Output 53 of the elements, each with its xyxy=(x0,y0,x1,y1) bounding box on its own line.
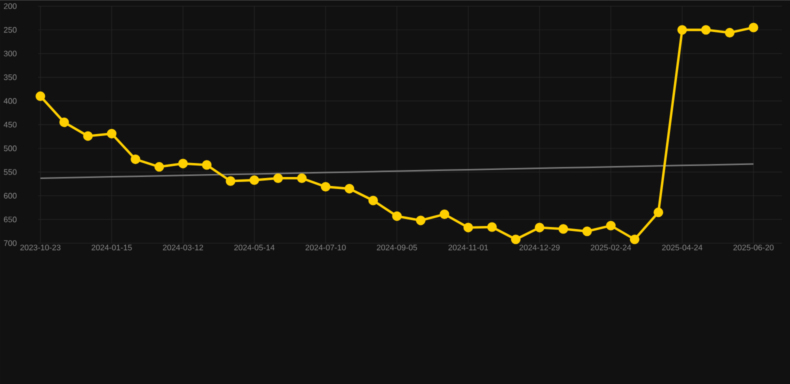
y-tick-label: 300 xyxy=(4,50,17,56)
point xyxy=(606,220,616,230)
point xyxy=(724,28,735,38)
point xyxy=(178,158,188,168)
point xyxy=(59,117,69,128)
point xyxy=(106,128,116,138)
point xyxy=(368,196,378,206)
y-tick-label: 400 xyxy=(4,98,17,104)
x-tick-label: 2024-07-10 xyxy=(306,244,346,250)
point xyxy=(677,24,687,35)
point xyxy=(558,224,568,234)
point xyxy=(344,184,354,194)
point xyxy=(154,162,164,172)
y-tick-label: 550 xyxy=(4,169,17,175)
point xyxy=(630,234,640,244)
point xyxy=(36,91,46,101)
y-tick-label: 600 xyxy=(4,192,17,199)
x-tick-label: 2023-10-23 xyxy=(20,244,60,250)
y-tick-label: 450 xyxy=(4,122,17,128)
x-tick-label: 2025-02-24 xyxy=(590,244,632,250)
point xyxy=(416,216,426,226)
point xyxy=(297,173,307,183)
point xyxy=(534,222,544,232)
point xyxy=(582,226,592,236)
point xyxy=(273,173,283,183)
x-tick-label: 2024-03-12 xyxy=(162,244,204,250)
point xyxy=(440,209,450,219)
point xyxy=(487,222,497,232)
y-tick-label: 700 xyxy=(4,240,17,246)
y-tick-label: 250 xyxy=(4,26,17,33)
x-tick-label: 2024-11-01 xyxy=(448,244,488,250)
point xyxy=(463,222,474,232)
x-tick-label: 2025-04-24 xyxy=(662,244,702,250)
y-tick-label: 200 xyxy=(4,3,17,9)
point xyxy=(392,211,402,221)
point xyxy=(748,22,758,32)
point xyxy=(130,154,140,164)
point xyxy=(701,24,711,35)
x-tick-label: 2024-12-29 xyxy=(519,244,560,250)
point xyxy=(510,234,521,244)
point xyxy=(654,207,664,218)
y-tick-label: 650 xyxy=(4,216,17,222)
point xyxy=(202,160,212,170)
point xyxy=(250,175,260,185)
point xyxy=(226,176,236,186)
y-tick-label: 500 xyxy=(4,145,17,152)
x-tick-label: 2025-06-20 xyxy=(733,244,774,250)
point xyxy=(320,182,330,192)
y-tick-label: 350 xyxy=(4,74,17,80)
x-tick-label: 2024-09-05 xyxy=(376,244,418,250)
x-tick-label: 2024-05-14 xyxy=(234,244,275,250)
x-tick-label: 2024-01-15 xyxy=(92,244,132,250)
point xyxy=(83,131,93,141)
